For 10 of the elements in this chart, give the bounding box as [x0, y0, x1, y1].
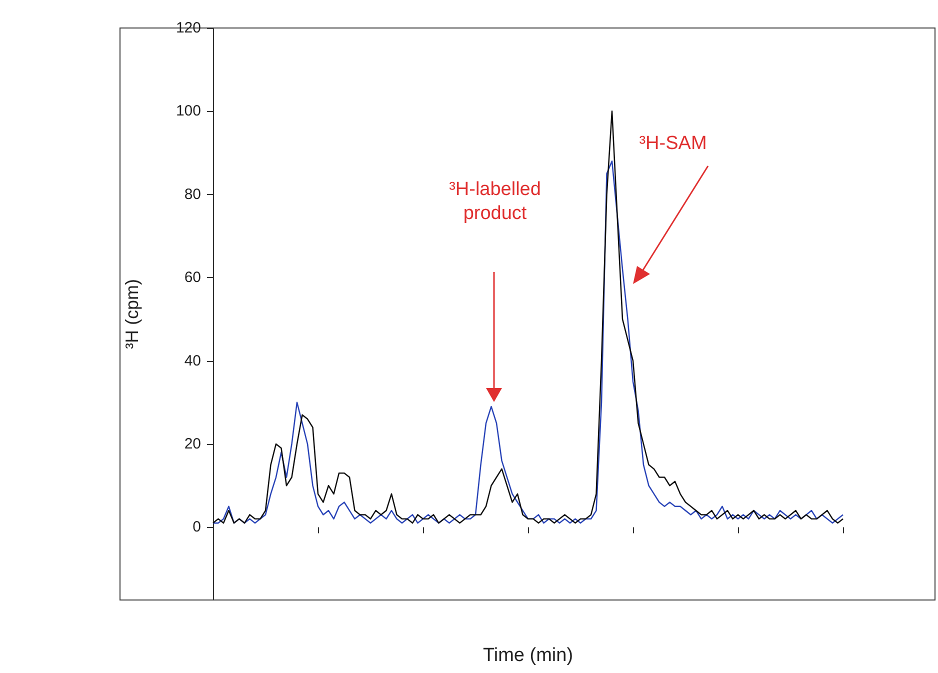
y-tick-label: 40 — [184, 352, 201, 370]
y-tick-label: 80 — [184, 186, 201, 203]
y-tick-label: 0 — [192, 518, 201, 536]
annotation: ³H-SAM — [638, 132, 708, 156]
y-tick-label: 100 — [176, 102, 201, 120]
y-tick-label: 60 — [184, 269, 201, 286]
x-axis-title: Time (min) — [482, 645, 574, 666]
y-axis-title: ³H (cpm) — [122, 279, 142, 349]
y-tick-label: 20 — [184, 436, 201, 452]
annotation: ³H-labelled product — [448, 178, 542, 226]
